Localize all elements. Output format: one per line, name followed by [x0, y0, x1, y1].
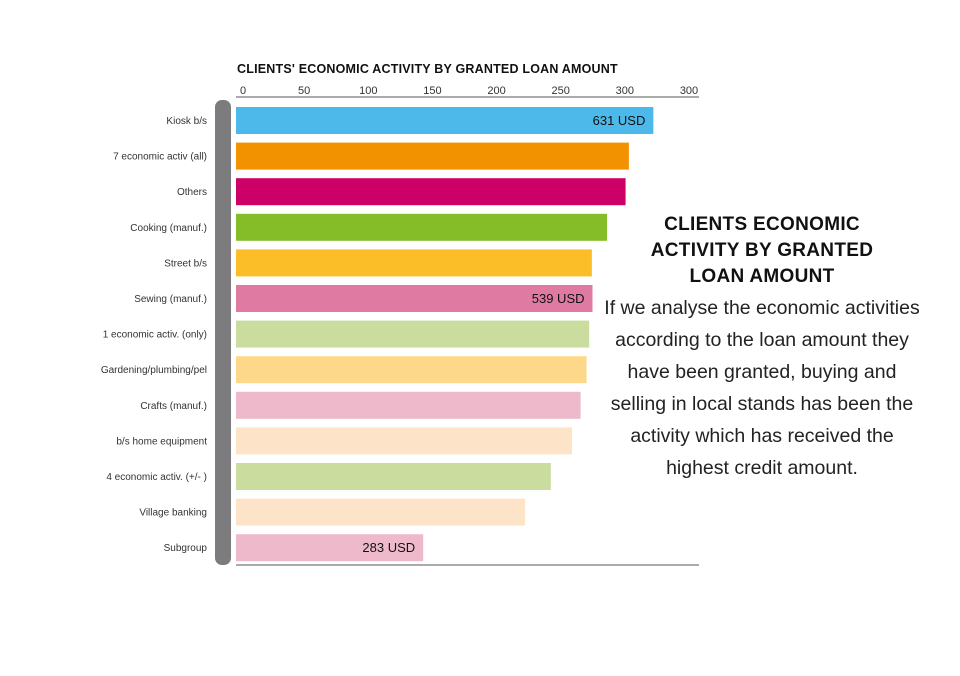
- side-panel-title: CLIENTS ECONOMIC ACTIVITY BY GRANTED LOA…: [650, 214, 874, 287]
- x-tick-label: 200: [487, 85, 505, 97]
- chart-title: CLIENTS' ECONOMIC ACTIVITY BY GRANTED LO…: [237, 62, 618, 76]
- bar: [236, 285, 593, 312]
- x-tick-label: 50: [298, 85, 310, 97]
- category-label: Street b/s: [164, 258, 207, 269]
- bar: [236, 320, 590, 348]
- category-label: Others: [177, 187, 207, 198]
- category-label: 4 economic activ. (+/- ): [106, 472, 207, 483]
- category-label: Sewing (manuf.): [134, 294, 207, 305]
- x-tick-label: 100: [359, 85, 377, 97]
- category-label: Gardening/plumbing/pel: [101, 365, 207, 376]
- x-tick-label: 300: [616, 85, 634, 97]
- data-label: 539 USD: [532, 291, 585, 306]
- bar: [236, 534, 424, 562]
- bars: [236, 107, 654, 562]
- category-label: 1 economic activ. (only): [103, 330, 207, 341]
- data-label: 283 USD: [362, 540, 415, 555]
- category-label: 7 economic activ (all): [113, 152, 207, 163]
- bar: [236, 249, 592, 277]
- category-labels: Kiosk b/s 7 economic activ (all) Others Coo…: [101, 116, 208, 554]
- category-label: b/s home equipment: [116, 436, 207, 447]
- x-tick-label: 300: [680, 85, 698, 97]
- bar: [236, 427, 573, 455]
- x-tick-label: 150: [423, 85, 441, 97]
- bar: [236, 107, 654, 134]
- category-label: Subgroup: [164, 543, 208, 554]
- bar: [236, 498, 526, 526]
- category-label: Village banking: [139, 508, 207, 519]
- bar: [236, 463, 551, 490]
- bar: [236, 213, 608, 241]
- data-labels: 631 USD 539 USD 283 USD: [362, 113, 645, 555]
- category-label: Cooking (manuf.): [130, 223, 207, 234]
- bar: [236, 356, 587, 384]
- category-label: Crafts (manuf.): [140, 401, 207, 412]
- data-label: 631 USD: [593, 113, 646, 128]
- bar: [236, 142, 629, 170]
- x-tick-label: 250: [552, 85, 570, 97]
- bar: [236, 178, 626, 206]
- side-panel-text: If we analyse the economic activities ac…: [604, 297, 920, 479]
- y-axis-bracket: [215, 100, 231, 565]
- x-tick-label: 0: [240, 85, 246, 97]
- x-axis-ticks: 0 50 100 150 200 250 300 300: [240, 85, 698, 97]
- bar: [236, 391, 581, 419]
- side-panel: CLIENTS ECONOMIC ACTIVITY BY GRANTED LOA…: [604, 212, 920, 484]
- category-label: Kiosk b/s: [166, 116, 207, 127]
